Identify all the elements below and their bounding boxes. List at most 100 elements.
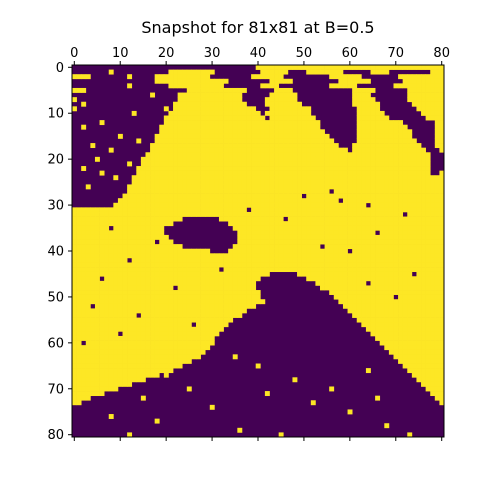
heatmap-cell xyxy=(145,280,151,286)
heatmap-cell xyxy=(352,299,358,305)
heatmap-cell xyxy=(168,354,174,360)
heatmap-cell xyxy=(398,143,404,149)
heatmap-cell xyxy=(90,207,96,213)
heatmap-cell xyxy=(122,198,128,204)
heatmap-cell xyxy=(140,326,146,332)
heatmap-cell xyxy=(246,299,252,305)
heatmap-cell xyxy=(365,239,371,245)
heatmap-cell xyxy=(365,120,371,126)
heatmap-cell xyxy=(384,326,390,332)
heatmap-cell xyxy=(301,225,307,231)
heatmap-cell xyxy=(205,110,211,116)
heatmap-cell xyxy=(113,221,119,227)
heatmap-cell xyxy=(310,138,316,144)
heatmap-cell xyxy=(338,78,344,84)
heatmap-cell xyxy=(264,207,270,213)
heatmap-cell xyxy=(439,211,445,217)
heatmap-cell xyxy=(104,381,110,387)
heatmap-cell xyxy=(402,74,408,80)
heatmap-cell xyxy=(310,156,316,162)
heatmap-cell xyxy=(200,101,206,107)
heatmap-cell xyxy=(127,74,133,80)
heatmap-cell xyxy=(269,184,275,190)
heatmap-cell xyxy=(260,239,266,245)
heatmap-cell xyxy=(99,234,105,240)
heatmap-cell xyxy=(90,335,96,341)
heatmap-cell xyxy=(232,106,238,112)
heatmap-cell xyxy=(388,179,394,185)
heatmap-cell xyxy=(196,276,201,282)
heatmap-cell xyxy=(159,221,165,227)
heatmap-cell xyxy=(287,211,293,217)
heatmap-cell xyxy=(104,326,110,332)
heatmap-cell xyxy=(200,335,206,341)
heatmap-cell xyxy=(150,230,156,236)
heatmap-cell xyxy=(347,267,353,273)
heatmap-cell xyxy=(278,166,284,171)
heatmap-cell xyxy=(352,65,358,70)
heatmap-cell xyxy=(99,120,105,126)
heatmap-cell xyxy=(246,303,252,309)
heatmap-cell xyxy=(186,331,192,337)
heatmap-cell xyxy=(411,211,417,217)
heatmap-cell xyxy=(191,349,197,355)
heatmap-cell xyxy=(421,175,426,181)
heatmap-cell xyxy=(145,335,151,341)
heatmap-cell xyxy=(434,322,440,328)
heatmap-cell xyxy=(205,294,211,300)
heatmap-cell xyxy=(310,189,316,194)
heatmap-cell xyxy=(196,74,201,80)
heatmap-cell xyxy=(94,368,100,374)
heatmap-cell xyxy=(375,106,381,112)
heatmap-cell xyxy=(136,322,142,328)
heatmap-cell xyxy=(411,368,417,374)
heatmap-cell xyxy=(154,143,160,149)
heatmap-cell xyxy=(361,248,367,254)
heatmap-cell xyxy=(393,138,399,144)
heatmap-cell xyxy=(407,234,413,240)
heatmap-cell xyxy=(232,294,238,300)
heatmap-cell xyxy=(76,322,82,328)
heatmap-cell xyxy=(370,239,376,245)
heatmap-cell xyxy=(338,276,344,282)
heatmap-cell xyxy=(411,184,417,190)
heatmap-cell xyxy=(361,193,367,199)
heatmap-cell xyxy=(205,156,211,162)
heatmap-cell xyxy=(205,207,211,213)
heatmap-cell xyxy=(182,74,188,80)
heatmap-cell xyxy=(191,78,197,84)
heatmap-cell xyxy=(347,202,353,208)
heatmap-cell xyxy=(191,290,197,295)
heatmap-cell xyxy=(140,239,146,245)
heatmap-cell xyxy=(347,285,353,291)
heatmap-cell xyxy=(196,335,201,341)
heatmap-cell xyxy=(439,198,445,204)
heatmap-cell xyxy=(122,244,128,250)
heatmap-cell xyxy=(177,262,183,268)
heatmap-cell xyxy=(223,253,229,259)
heatmap-cell xyxy=(168,340,174,346)
heatmap-cell xyxy=(196,280,201,286)
heatmap-cell xyxy=(191,313,197,318)
heatmap-cell xyxy=(425,202,431,208)
heatmap-cell xyxy=(76,345,82,351)
heatmap-cell xyxy=(154,354,160,360)
heatmap-cell xyxy=(398,303,404,309)
heatmap-cell xyxy=(274,257,280,263)
heatmap-cell xyxy=(251,120,257,126)
heatmap-cell xyxy=(150,244,156,250)
heatmap-cell xyxy=(384,308,390,314)
heatmap-cell xyxy=(315,244,321,250)
heatmap-cell xyxy=(127,322,133,328)
heatmap-cell xyxy=(209,294,215,300)
heatmap-cell xyxy=(407,285,413,291)
heatmap-cell xyxy=(398,207,404,213)
heatmap-cell xyxy=(393,244,399,250)
heatmap-cell xyxy=(407,432,413,438)
heatmap-cell xyxy=(411,317,417,323)
heatmap-cell xyxy=(228,179,234,185)
heatmap-cell xyxy=(421,239,426,245)
heatmap-cell xyxy=(209,97,215,103)
heatmap-cell xyxy=(76,244,82,250)
heatmap-cell xyxy=(338,244,344,250)
